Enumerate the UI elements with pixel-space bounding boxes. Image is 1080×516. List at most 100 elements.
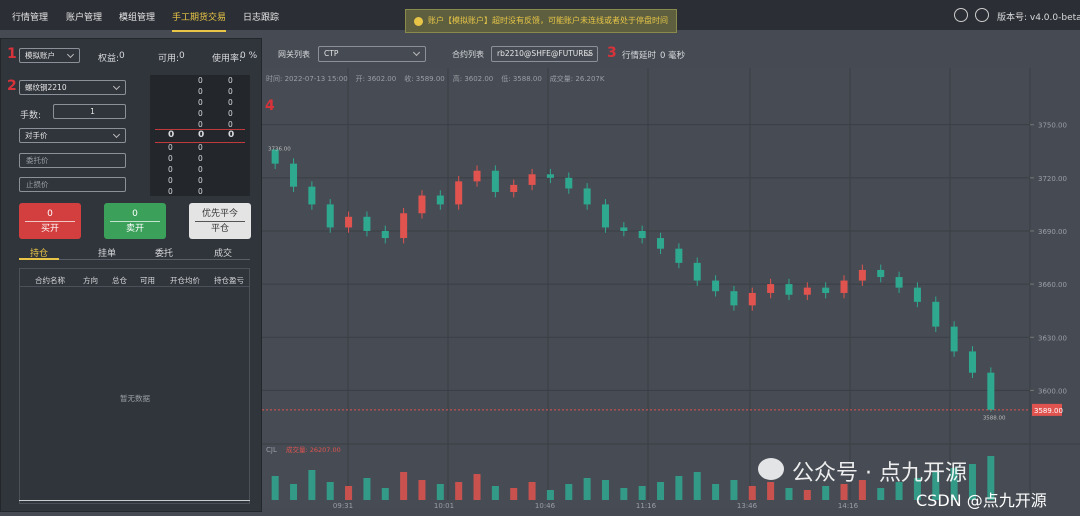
candle-body xyxy=(932,301,940,327)
contract-list-select[interactable]: rb2210@SHFE@FUTURES xyxy=(491,46,598,62)
label: 优先平今 xyxy=(195,207,245,222)
order-book-cell: 0 xyxy=(198,143,203,152)
buy-button[interactable]: 0 买开 xyxy=(19,203,81,239)
position-tab-active[interactable]: 持仓 xyxy=(19,246,59,260)
order-book-cell: 0 xyxy=(198,109,203,118)
gateway-select[interactable]: CTP xyxy=(318,46,426,62)
nav-tab[interactable]: 模组管理 xyxy=(119,13,156,23)
candle-body xyxy=(785,284,793,295)
volume-bar xyxy=(620,488,628,500)
close-button[interactable]: 优先平今 平仓 xyxy=(189,203,251,239)
empty-text: 暂无数据 xyxy=(120,394,150,403)
candle-body xyxy=(657,238,665,249)
nav-tab[interactable]: 日志跟踪 xyxy=(243,13,280,23)
share-icon[interactable] xyxy=(954,8,968,22)
price-type-select[interactable]: 对手价 xyxy=(19,128,126,143)
label: 可用: xyxy=(158,54,180,64)
info-item: 时间: 2022-07-13 15:00 xyxy=(266,75,348,83)
y-tick-label: 3630.00 xyxy=(1038,334,1067,342)
candle-body xyxy=(290,163,298,187)
volume-bar xyxy=(546,490,554,500)
position-tab[interactable]: 挂单 xyxy=(98,249,117,259)
label: 卖开 xyxy=(125,224,144,234)
sell-button[interactable]: 0 卖开 xyxy=(104,203,166,239)
volume-bar xyxy=(877,488,885,500)
table-header: 开仓均价 xyxy=(170,276,200,285)
volume-bar xyxy=(363,478,371,500)
label: 合约列表 xyxy=(452,50,484,59)
candle-body xyxy=(363,216,371,231)
candle-body xyxy=(858,269,866,281)
order-book-cell: 0 xyxy=(168,154,173,163)
order-book-cell: 0 xyxy=(168,187,173,196)
candle-body xyxy=(436,195,444,205)
order-book-cell: 0 xyxy=(198,130,205,140)
nav-tab-active[interactable]: 手工期货交易 xyxy=(172,10,227,32)
volume-bar xyxy=(932,472,940,500)
volume-bar xyxy=(381,488,389,500)
candle-body xyxy=(767,284,775,293)
candle-body xyxy=(712,280,720,292)
lots-input[interactable]: 1 xyxy=(53,104,126,119)
mid-line xyxy=(155,129,245,130)
volume-bar xyxy=(840,484,848,500)
marker: 1 xyxy=(7,46,17,62)
candle-body xyxy=(583,188,591,205)
entrust-price-input[interactable]: 委托价 xyxy=(19,153,126,168)
last-price-label: 3589.00 xyxy=(1034,407,1063,415)
notice-text: 账户【模拟账户】超时没有反馈，可能账户未连线或者处于停盘时间 xyxy=(428,16,668,25)
table-header: 合约名称 xyxy=(35,276,65,285)
x-tick-label: 10:46 xyxy=(535,502,556,510)
nav-tab[interactable]: 行情管理 xyxy=(12,13,49,23)
power-icon[interactable] xyxy=(975,8,989,22)
volume-bar xyxy=(822,486,830,500)
order-book-cell: 0 xyxy=(198,76,203,85)
table-header: 持仓盈亏 xyxy=(214,276,244,285)
order-book-cell: 0 xyxy=(198,87,203,96)
label: 使用率: xyxy=(212,54,243,64)
version: 版本号: v4.0.0-beta.4 xyxy=(997,13,1080,23)
mid-line xyxy=(155,142,245,143)
candle-body xyxy=(326,204,334,228)
candle-body xyxy=(620,227,628,231)
candle-body xyxy=(418,195,426,214)
volume-bar xyxy=(473,474,481,500)
volume-bar xyxy=(693,472,701,500)
notice: 账户【模拟账户】超时没有反馈，可能账户未连线或者处于停盘时间 xyxy=(405,9,677,33)
volume-note: 成交量: 26207.00 xyxy=(286,445,341,454)
volume-bar xyxy=(510,488,518,500)
label: 平仓 xyxy=(210,224,229,234)
account-select[interactable]: 模拟账户 xyxy=(19,48,80,63)
volume-bar xyxy=(657,482,665,500)
order-book-cell: 0 xyxy=(228,109,233,118)
volume-bar xyxy=(455,482,463,500)
order-book-cell: 0 xyxy=(168,143,173,152)
volume-bar xyxy=(950,468,958,500)
candle-body xyxy=(546,174,554,178)
volume-bar xyxy=(326,482,334,500)
info-item: 成交量: 26.207K xyxy=(549,75,605,83)
y-tick-label: 3660.00 xyxy=(1038,281,1067,289)
stop-price-input[interactable]: 止损价 xyxy=(19,177,126,192)
position-tab[interactable]: 成交 xyxy=(214,249,233,259)
tab-line xyxy=(19,259,250,260)
kline-chart: 3600.00 3630.00 3660.00 3690.00 3720.00 3750.… xyxy=(262,68,1080,510)
nav-tab[interactable]: 账户管理 xyxy=(66,13,103,23)
candle-body xyxy=(822,287,830,293)
position-tab[interactable]: 委托 xyxy=(155,249,174,259)
volume-label: CJL xyxy=(266,446,277,454)
volume-bar xyxy=(491,486,499,500)
value: 0 毫秒 xyxy=(660,51,686,61)
table-header: 可用 xyxy=(140,276,155,285)
volume-bar xyxy=(400,472,408,500)
candle-body xyxy=(877,269,885,278)
kline-info: 时间: 2022-07-13 15:00 开: 3602.00 收: 3589.00… xyxy=(266,74,612,84)
volume-bar xyxy=(308,470,316,500)
candle-body xyxy=(565,177,573,189)
value: 0 % xyxy=(240,51,258,61)
candle-body xyxy=(473,170,481,182)
contract-select[interactable]: 螺纹钢2210 xyxy=(19,80,126,95)
order-book-cell: 0 xyxy=(168,165,173,174)
